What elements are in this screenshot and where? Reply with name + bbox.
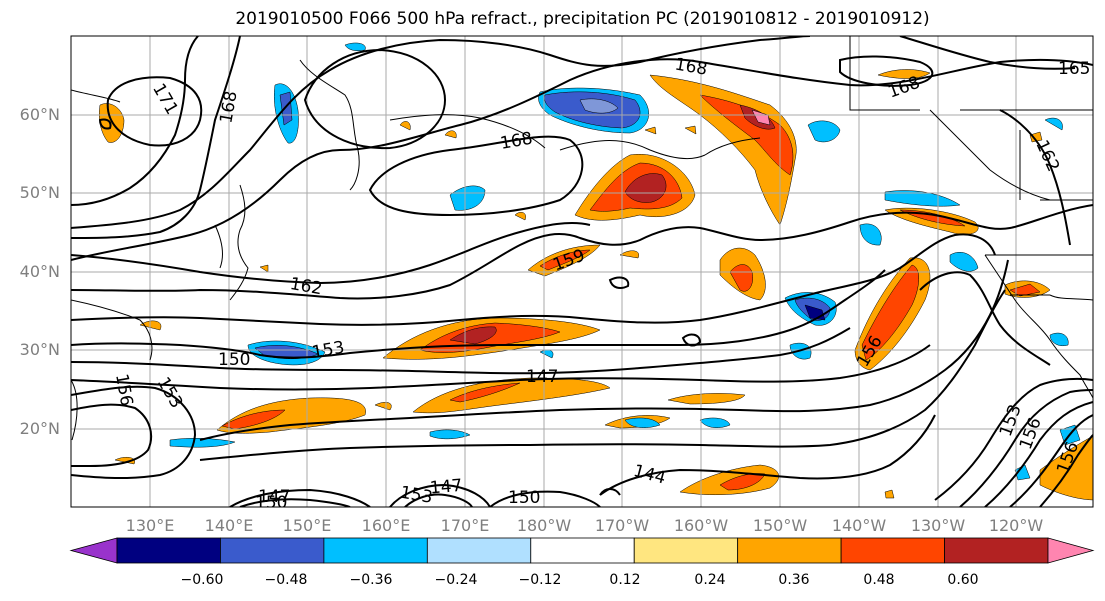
contour-label-165: 165: [1058, 59, 1090, 79]
contour-label-153: 153: [153, 374, 187, 412]
colorbar-tick-label: −0.24: [434, 572, 478, 588]
contour-label-147: 147: [526, 367, 558, 387]
lat-label-20n: 20°N: [19, 419, 60, 438]
lon-label-170w: 170°W: [594, 516, 650, 535]
contour-label-153: 153: [399, 483, 434, 508]
colorbar-tick-label: 0.36: [778, 572, 810, 588]
contour-label-168: 168: [673, 55, 708, 80]
contour-label-150: 150: [508, 488, 540, 508]
lon-label-170e: 170°E: [440, 516, 490, 535]
contour-label-147: 147: [429, 476, 463, 499]
anomaly-shading: [99, 42, 1093, 501]
colorbar-tick-label: 0.24: [694, 572, 726, 588]
colorbar-tick-label: −0.48: [264, 572, 308, 588]
lat-label-60n: 60°N: [19, 105, 60, 124]
colorbar-segment: [633, 537, 739, 564]
contour-label-162: 162: [288, 274, 323, 299]
lon-label-160e: 160°E: [361, 516, 411, 535]
map-plot-area: 171 168 168 168 168 165 162 162 159 156 …: [71, 36, 1093, 513]
lon-label-150w: 150°W: [752, 516, 808, 535]
colorbar-segment: [530, 537, 635, 564]
colorbar-segment: [840, 537, 945, 564]
contour-label-171: 171: [148, 80, 182, 118]
colorbar-segment: [944, 537, 1049, 564]
contour-label-159: 159: [550, 246, 587, 276]
colorbar-segment: [737, 537, 842, 564]
colorbar-extend-low: [69, 537, 118, 564]
colorbar-segment: [426, 537, 532, 564]
contour-label-150: 150: [255, 493, 287, 513]
colorbar-tick-label: −0.36: [349, 572, 393, 588]
contour-label-150: 150: [218, 350, 250, 370]
contour-label-168: 168: [216, 90, 241, 125]
coastlines: [71, 36, 1093, 441]
colorbar-tick-label: −0.12: [518, 572, 562, 588]
lon-label-180w: 180°W: [516, 516, 572, 535]
lon-label-130e: 130°E: [125, 516, 175, 535]
contour-label-147: 147: [258, 487, 290, 507]
contour-label-153: 153: [311, 338, 346, 363]
colorbar-segment: [220, 537, 325, 564]
colorbar-tick-label: 0.60: [947, 572, 979, 588]
map-title: 2019010500 F066 500 hPa refract., precip…: [235, 9, 930, 29]
lon-label-140w: 140°W: [831, 516, 887, 535]
lon-label-150e: 150°E: [282, 516, 332, 535]
lat-label-30n: 30°N: [19, 340, 60, 359]
contour-label-162: 162: [1031, 137, 1063, 175]
refractivity-contours: [71, 36, 1093, 507]
contour-label-156: 156: [111, 372, 136, 407]
contour-label-144: 144: [631, 461, 668, 489]
lon-label-130w: 130°W: [910, 516, 966, 535]
contour-label-168: 168: [499, 129, 534, 154]
colorbar-segment: [116, 537, 221, 564]
lat-label-50n: 50°N: [19, 183, 60, 202]
map-frame: [70, 35, 1094, 508]
lon-label-120w: 120°W: [988, 516, 1044, 535]
lon-label-140e: 140°E: [204, 516, 254, 535]
lon-label-160w: 160°W: [673, 516, 729, 535]
lat-label-40n: 40°N: [19, 262, 60, 281]
colorbar-tick-label: −0.60: [180, 572, 224, 588]
colorbar-segment: [323, 537, 428, 564]
colorbar: [69, 537, 1095, 564]
colorbar-extend-high: [1047, 537, 1095, 564]
colorbar-tick-label: 0.12: [609, 572, 641, 588]
colorbar-tick-label: 0.48: [863, 572, 895, 588]
